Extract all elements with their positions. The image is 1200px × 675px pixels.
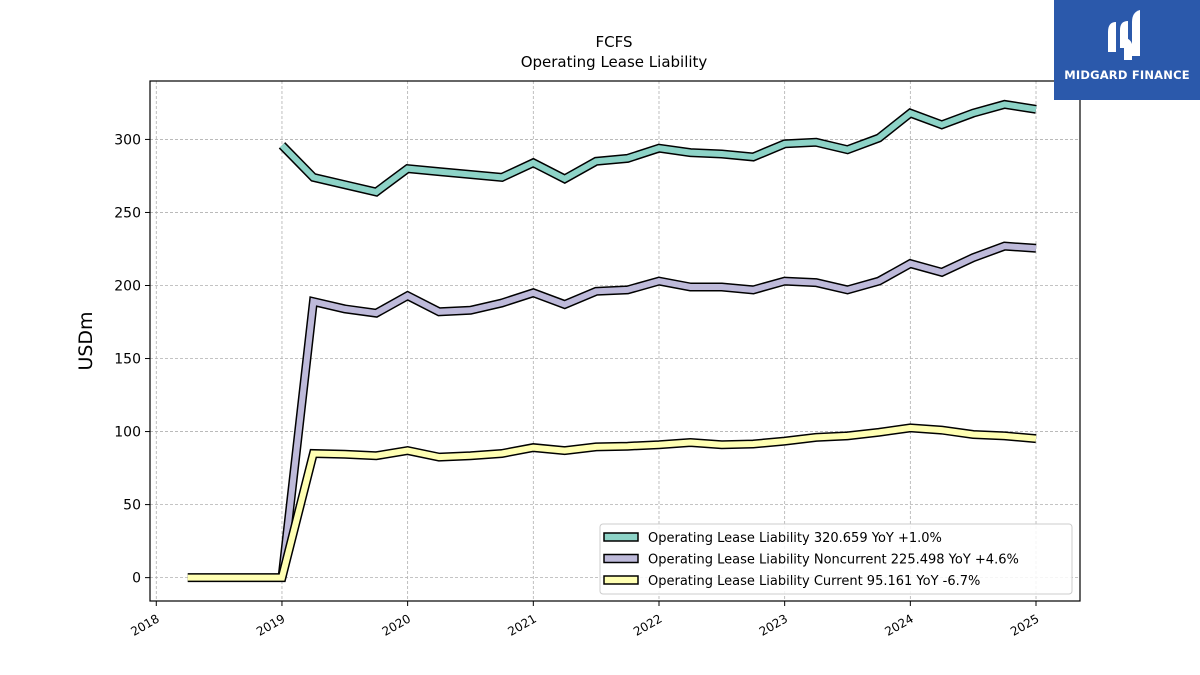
plot-frame xyxy=(149,80,1081,602)
brand-logo: MIDGARD FINANCE xyxy=(1054,0,1200,100)
legend-swatch xyxy=(603,575,639,585)
y-tick-label: 250 xyxy=(114,205,141,221)
y-axis-ticks: 0 50 100 150 200 250 300 xyxy=(114,132,150,587)
x-tick-label: 2021 xyxy=(505,611,538,638)
legend-label: Operating Lease Liability Noncurrent 225… xyxy=(648,553,1019,568)
x-tick-label: 2022 xyxy=(631,611,664,638)
logo-brand-text: MIDGARD FINANCE xyxy=(1064,68,1190,82)
legend-label: Operating Lease Liability Current 95.161… xyxy=(648,574,980,589)
legend-box xyxy=(599,523,1073,595)
x-tick-label: 2018 xyxy=(128,611,161,638)
legend-label: Operating Lease Liability 320.659 YoY +1… xyxy=(648,531,942,546)
x-tick-label: 2019 xyxy=(254,611,287,638)
x-tick-label: 2020 xyxy=(380,611,413,638)
y-tick-label: 150 xyxy=(114,352,141,368)
x-axis-ticks: 2018 2019 2020 2021 2022 2023 2024 2025 xyxy=(128,601,1042,639)
y-tick-label: 200 xyxy=(114,278,141,294)
y-tick-label: 0 xyxy=(132,571,141,587)
series-line-operating-lease-liability xyxy=(279,101,1037,196)
logo-mark-icon xyxy=(1108,10,1140,60)
y-tick-label: 100 xyxy=(114,425,141,441)
series-line-operating-lease-liability-current xyxy=(187,424,1037,581)
x-tick-label: 2023 xyxy=(757,611,790,638)
chart-title: FCFS xyxy=(596,33,633,51)
x-tick-label: 2025 xyxy=(1008,611,1041,638)
chart-subtitle: Operating Lease Liability xyxy=(521,53,708,71)
legend: Operating Lease Liability 320.659 YoY +1… xyxy=(599,523,1073,595)
legend-swatch xyxy=(603,532,639,542)
y-tick-label: 50 xyxy=(123,498,141,514)
series-line-operating-lease-liability-noncurrent xyxy=(279,243,1037,578)
x-tick-label: 2024 xyxy=(882,611,915,638)
y-tick-label: 300 xyxy=(114,132,141,148)
legend-swatch xyxy=(603,553,639,564)
series-lines xyxy=(187,99,1037,583)
y-axis-label: USDm xyxy=(75,311,97,370)
